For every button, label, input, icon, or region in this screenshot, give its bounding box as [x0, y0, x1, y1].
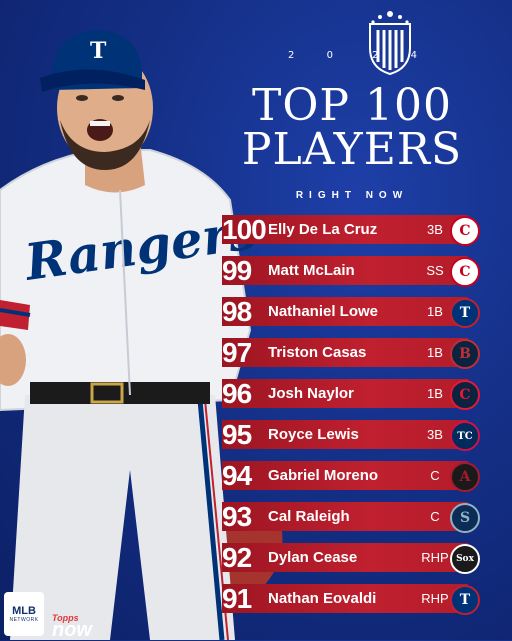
player-name: Triston Casas — [268, 344, 367, 361]
page-title: TOP 100 PLAYERS — [232, 84, 472, 172]
rank-number: 98 — [222, 295, 252, 327]
red-sox-logo-icon: B — [450, 339, 480, 369]
topps-now-logo: Topps now — [52, 613, 92, 641]
ranking-row: 93 Cal Raleigh C S — [222, 500, 506, 533]
ranking-row: 94 Gabriel Moreno C A — [222, 459, 506, 492]
rank-number: 100 — [222, 213, 267, 245]
ranking-row: 95 Royce Lewis 3B TC — [222, 418, 506, 451]
ranking-row: 99 Matt McLain SS C — [222, 254, 506, 287]
ranking-row: 91 Nathan Eovaldi RHP T — [222, 582, 506, 615]
player-position: 3B — [427, 222, 443, 237]
rank-number: 92 — [222, 541, 252, 573]
player-position: RHP — [421, 550, 449, 565]
title-line-2: PLAYERS — [241, 124, 463, 175]
player-position: C — [430, 509, 440, 524]
twins-logo-icon: TC — [450, 421, 480, 451]
guardians-logo-icon: C — [450, 380, 480, 410]
ranking-row: 96 Josh Naylor 1B C — [222, 377, 506, 410]
player-name: Matt McLain — [268, 262, 355, 279]
white-sox-logo-icon: Sox — [450, 544, 480, 574]
year-right: 2 4 — [372, 50, 420, 61]
top-100-badge — [300, 8, 480, 81]
rank-number: 93 — [222, 500, 252, 532]
player-name: Dylan Cease — [268, 549, 358, 566]
rank-number: 99 — [222, 254, 252, 286]
player-name: Cal Raleigh — [268, 508, 350, 525]
player-name: Royce Lewis — [268, 426, 359, 443]
rank-number: 95 — [222, 418, 252, 450]
player-name: Nathan Eovaldi — [268, 590, 377, 607]
rank-number: 96 — [222, 377, 252, 409]
player-position: 3B — [427, 427, 443, 442]
shield-logo-icon — [369, 11, 411, 76]
cap-logo: T — [90, 38, 107, 64]
player-position: C — [430, 468, 440, 483]
player-position: 1B — [427, 386, 443, 401]
diamondbacks-logo-icon: A — [450, 462, 480, 492]
player-photo: T Rangers — [0, 30, 283, 640]
player-name: Nathaniel Lowe — [268, 303, 379, 320]
reds-logo-icon: C — [450, 216, 480, 246]
footer-logos: MLB NETWORK Topps now — [4, 592, 92, 641]
reds-logo-icon: C — [450, 257, 480, 287]
title-line-1: TOP 100 — [252, 80, 452, 131]
player-name: Gabriel Moreno — [268, 467, 379, 484]
ranking-row: 100 Elly De La Cruz 3B C — [222, 213, 506, 246]
player-position: RHP — [421, 591, 449, 606]
page-subtitle: RIGHT NOW — [295, 190, 409, 201]
rank-number: 91 — [222, 582, 252, 614]
mariners-logo-icon: S — [450, 503, 480, 533]
rank-number: 94 — [222, 459, 252, 491]
rangers-logo-icon: T — [450, 585, 480, 615]
rangers-logo-icon: T — [450, 298, 480, 328]
player-name: Josh Naylor — [268, 385, 354, 402]
ranking-row: 97 Triston Casas 1B B — [222, 336, 506, 369]
player-name: Elly De La Cruz — [268, 221, 378, 238]
year-left: 2 0 — [288, 50, 336, 61]
ranking-row: 92 Dylan Cease RHP Sox — [222, 541, 506, 574]
rank-number: 97 — [222, 336, 252, 368]
player-position: SS — [426, 263, 444, 278]
player-position: 1B — [427, 345, 443, 360]
mlb-network-logo: MLB NETWORK — [4, 592, 44, 636]
ranking-row: 98 Nathaniel Lowe 1B T — [222, 295, 506, 328]
player-position: 1B — [427, 304, 443, 319]
